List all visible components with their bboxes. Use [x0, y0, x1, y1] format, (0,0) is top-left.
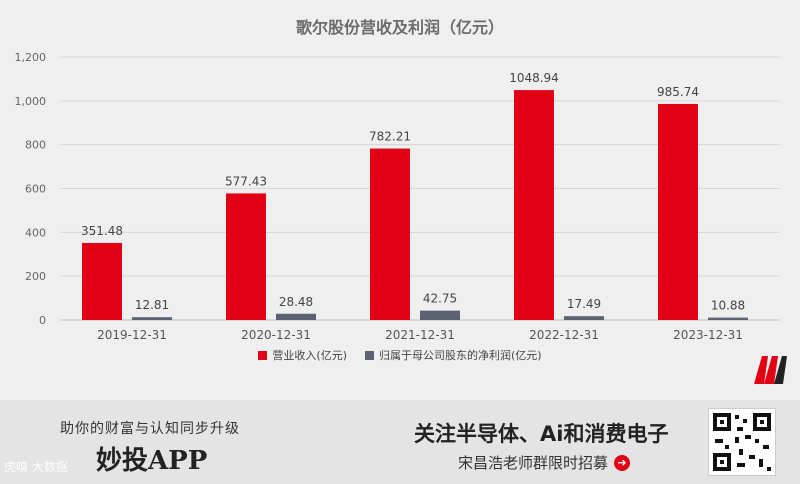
x-tick-label: 2021-12-31 [385, 328, 455, 342]
net-profit-data-label: 10.88 [711, 299, 745, 313]
watermark: 虎嗅 大数据 [4, 460, 68, 474]
legend-item-revenue: 营业收入(亿元) [258, 347, 347, 363]
y-tick-label: 1,000 [15, 95, 47, 108]
legend-item-net-profit: 归属于母公司股东的净利润(亿元) [365, 347, 542, 363]
promo-banner[interactable]: 助你的财富与认知同步升级 妙投APP 虎嗅 大数据 关注半导体、Ai和消费电子 … [0, 400, 800, 484]
net-profit-data-label: 12.81 [135, 298, 169, 312]
banner-slogan: 助你的财富与认知同步升级 [60, 421, 240, 437]
net-profit-data-label: 17.49 [567, 297, 601, 311]
net-profit-data-label: 42.75 [423, 292, 457, 306]
banner-cta-label: 宋昌浩老师群限时招募 [458, 454, 609, 472]
net-profit-bar [276, 313, 316, 320]
revenue-bar [514, 90, 554, 320]
net-profit-bar [420, 310, 460, 320]
y-tick-label: 800 [25, 139, 46, 152]
legend-swatch-revenue [258, 350, 268, 360]
net-profit-bar [132, 317, 172, 320]
arrow-right-circle-icon: ➜ [614, 454, 631, 471]
revenue-data-label: 351.48 [81, 224, 123, 238]
banner-app-name: 妙投APP [96, 446, 208, 476]
banner-cta[interactable]: 宋昌浩老师群限时招募 ➜ [458, 452, 631, 473]
y-tick-label: 200 [25, 270, 46, 283]
revenue-data-label: 1048.94 [509, 71, 559, 85]
y-tick-label: 600 [25, 183, 46, 196]
net-profit-bar [564, 316, 604, 320]
net-profit-data-label: 28.48 [279, 295, 313, 309]
legend-swatch-net-profit [365, 350, 374, 360]
banner-headline: 关注半导体、Ai和消费电子 [414, 422, 669, 446]
legend-label-revenue: 营业收入(亿元) [272, 349, 347, 362]
revenue-data-label: 577.43 [225, 174, 267, 188]
chart-area: 歌尔股份营收及利润（亿元） 0 200 400 600 800 1,000 1,200 351… [0, 18, 800, 384]
revenue-data-label: 782.21 [369, 130, 411, 144]
revenue-bar [370, 148, 410, 320]
revenue-bar [658, 103, 698, 320]
revenue-bar [226, 193, 266, 320]
bar-chart: 0 200 400 600 800 1,000 1,200 351.48 12.81 2019-1… [15, 51, 780, 342]
x-tick-label: 2019-12-31 [97, 328, 167, 342]
x-tick-label: 2022-12-31 [529, 328, 599, 342]
brand-logo-icon [754, 356, 787, 384]
y-tick-label: 400 [25, 226, 46, 239]
legend-label-net-profit: 归属于母公司股东的净利润(亿元) [379, 349, 542, 362]
qr-code-icon[interactable] [708, 408, 776, 476]
x-tick-label: 2023-12-31 [673, 328, 743, 342]
x-tick-label: 2020-12-31 [241, 328, 311, 342]
revenue-data-label: 985.74 [657, 85, 699, 99]
net-profit-bar [708, 317, 748, 320]
y-tick-label: 1,200 [15, 51, 47, 64]
chart-title: 歌尔股份营收及利润（亿元） [295, 18, 504, 37]
legend: 营业收入(亿元) 归属于母公司股东的净利润(亿元) [0, 347, 800, 363]
revenue-bar [82, 242, 122, 320]
y-tick-label: 0 [39, 314, 46, 327]
